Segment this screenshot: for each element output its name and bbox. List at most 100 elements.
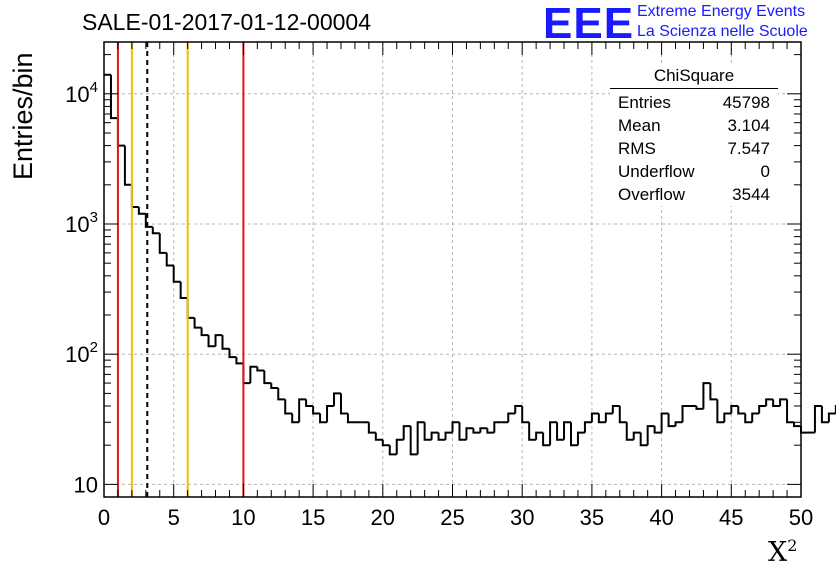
histogram-bin [772, 399, 781, 407]
y-tick-label: 103 [65, 209, 98, 237]
histogram-bin [326, 405, 335, 423]
stats-row-underflow: Underflow 0 [610, 160, 778, 183]
histogram-bin [639, 432, 648, 447]
histogram-bin [165, 252, 174, 267]
histogram-bin [507, 412, 516, 423]
x-tick-label: 45 [719, 505, 743, 530]
histogram-bin [130, 184, 139, 209]
histogram-bin [144, 213, 153, 228]
y-tick-base: 10 [74, 472, 98, 497]
histogram-bin [751, 412, 760, 423]
histogram-bin [493, 421, 502, 433]
histogram-bin [514, 405, 523, 414]
histogram-bin [158, 233, 167, 254]
histogram-bin [646, 425, 655, 446]
histogram-bin [827, 412, 836, 423]
histogram-bin [256, 366, 265, 372]
logo-line-1: Extreme Energy Events [637, 3, 806, 20]
histogram-bin [723, 412, 732, 423]
x-tick-label: 5 [168, 505, 180, 530]
histogram-bin [207, 335, 216, 348]
histogram-bin [186, 298, 195, 319]
histogram-bin [542, 432, 551, 447]
histogram-bin [556, 422, 565, 441]
histogram-bin [381, 439, 390, 447]
logo-line-2: La Scienza nelle Scuole [637, 23, 808, 40]
histogram-bin [346, 413, 355, 424]
histogram-bin [737, 406, 746, 415]
histogram-bin [563, 421, 571, 440]
histogram-bin [137, 207, 146, 215]
stats-label: Underflow [618, 162, 695, 181]
histogram-bin [277, 387, 286, 401]
histogram-bin [793, 422, 801, 428]
axes [103, 41, 802, 498]
histogram-bin [221, 335, 230, 350]
histogram-bin [660, 412, 669, 433]
histogram-bin [402, 425, 411, 440]
histogram-bin [604, 412, 613, 423]
histogram-bin [702, 382, 711, 409]
histogram-bin [388, 445, 397, 456]
y-tick-exponent: 4 [90, 79, 98, 96]
histogram-bin [465, 427, 474, 440]
y-tick-exponent: 2 [90, 339, 98, 356]
stats-row-entries: Entries 45798 [610, 91, 778, 114]
stats-rows: Entries 45798 Mean 3.104 RMS 7.547 Underflow 0 O… [610, 91, 778, 206]
histogram-bin [312, 406, 321, 415]
histogram-bin [486, 428, 495, 434]
histogram-bin [681, 405, 690, 423]
histogram-bin [423, 422, 432, 441]
histogram-bin [228, 348, 237, 359]
stats-value: 3.104 [727, 116, 770, 135]
histogram-bin [430, 431, 439, 440]
cut-lines [116, 42, 245, 497]
histogram-bin [820, 406, 829, 424]
y-tick-base: 10 [65, 342, 89, 367]
x-tick-label: 35 [580, 505, 604, 530]
histogram-bin [270, 383, 279, 389]
y-tick-base: 10 [65, 82, 89, 107]
histogram-bin [451, 421, 460, 433]
stats-box: ChiSquare Entries 45798 Mean 3.104 RMS 7.547 U… [610, 66, 778, 206]
histogram-bin [625, 422, 634, 441]
x-tick-label: 10 [231, 505, 255, 530]
histogram-bin [319, 413, 328, 424]
stats-row-overflow: Overflow 3544 [610, 183, 778, 206]
chart-title: SALE-01-2017-01-12-00004 [82, 9, 371, 35]
histogram-bin [151, 226, 160, 235]
histogram-bin [730, 405, 739, 414]
histogram-bin [409, 426, 418, 456]
stats-value: 0 [760, 162, 770, 181]
histogram-bin [479, 427, 488, 433]
x-tick-label: 20 [371, 505, 395, 530]
histogram-bin [179, 281, 188, 300]
histogram-bin [291, 413, 300, 424]
stats-label: Entries [618, 93, 671, 112]
histogram-bin [758, 405, 767, 414]
y-axis-label: Entries/bin [8, 52, 38, 180]
histogram-bin [214, 334, 223, 347]
x-tick-label: 25 [440, 505, 464, 530]
y-tick-label: 102 [65, 339, 98, 367]
histogram-bin [416, 421, 425, 455]
histogram-bin [569, 422, 578, 447]
y-tick-label: 104 [65, 79, 98, 107]
x-axis-label-exponent: 2 [787, 536, 798, 555]
y-tick-label: 10 [74, 472, 98, 497]
histogram-bin [632, 431, 641, 440]
stats-label: Mean [618, 116, 661, 135]
x-axis-label: X2 [768, 536, 797, 568]
histogram-bin [674, 421, 683, 427]
stats-value: 3544 [732, 185, 770, 204]
histogram-bin [109, 74, 118, 120]
histogram-bin [249, 365, 258, 384]
x-tick-label: 50 [789, 505, 813, 530]
histogram-bin [116, 118, 125, 147]
histogram-bin [549, 421, 558, 446]
histogram-bin [235, 357, 244, 365]
histogram-bin [374, 432, 383, 441]
histogram-bin [444, 431, 453, 440]
histogram-bin [193, 317, 202, 329]
histogram-bin [528, 422, 537, 441]
